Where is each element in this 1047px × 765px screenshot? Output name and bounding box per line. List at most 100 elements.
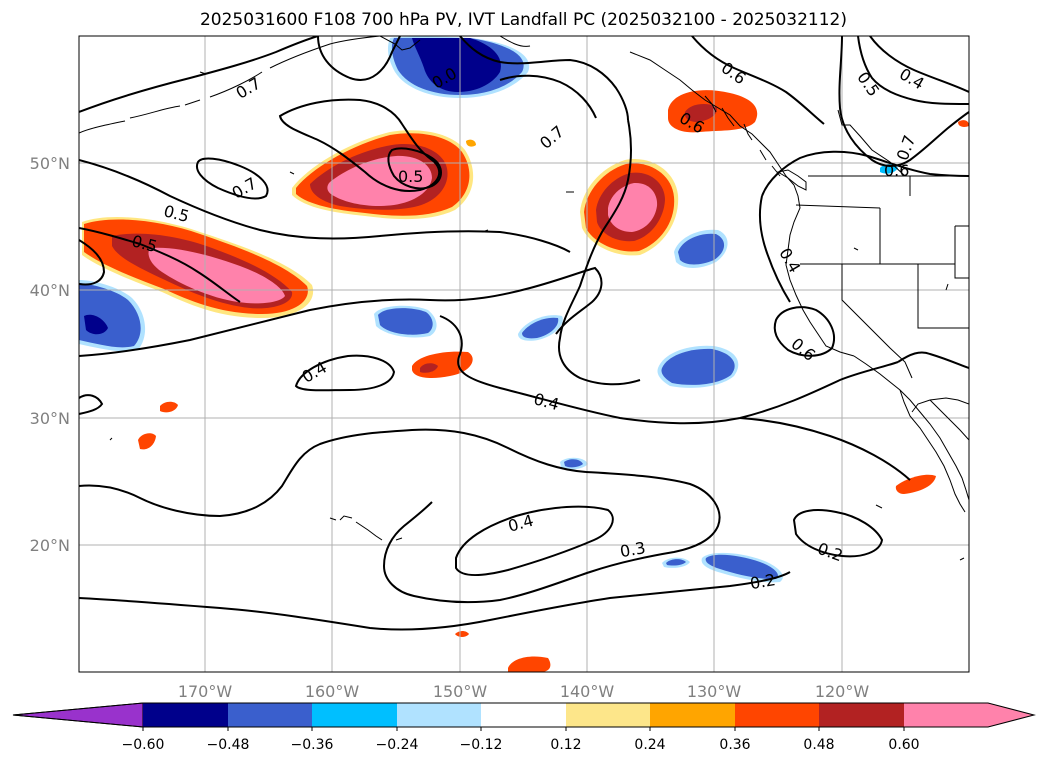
shaded-anomaly-layer <box>79 36 969 672</box>
colorbar-tick-label: 0.24 <box>634 737 665 753</box>
colorbar-segment <box>312 703 397 727</box>
contour-0.4-east <box>897 351 969 369</box>
contour-0.5-ne <box>857 36 969 105</box>
contour-west-loop <box>79 239 106 286</box>
lat-label: 30°N <box>30 409 70 428</box>
baja-coast <box>899 389 969 513</box>
contour-0.5-central <box>387 147 442 190</box>
positive-anomaly-patch <box>138 433 156 450</box>
nevada-border <box>841 264 913 379</box>
vancouver-island <box>776 169 807 191</box>
contour-0.7-loop <box>196 157 269 200</box>
colorbar-segment <box>228 703 312 727</box>
negative-anomaly-patch <box>678 233 725 265</box>
colorbar-tick-label: −0.48 <box>207 737 250 753</box>
contour-0.4-south <box>79 428 587 518</box>
negative-anomaly-patch <box>666 559 686 566</box>
contour-0.7-mid <box>499 74 597 119</box>
positive-anomaly-patch <box>958 120 969 127</box>
positive-anomaly-patch <box>608 182 658 232</box>
contour-0.3-east <box>739 417 911 481</box>
colorbar-tick-labels: −0.60 −0.48 −0.36 −0.24 −0.12 0.12 0.24 … <box>122 737 920 753</box>
alaska-peninsula-coast <box>379 36 531 51</box>
negative-anomaly-patch <box>378 308 433 335</box>
province-border <box>800 109 969 329</box>
coastline-layer <box>79 36 969 561</box>
colorbar-ticks <box>142 727 905 731</box>
negative-anomaly-patch <box>522 317 559 339</box>
contour-label: 0.2 <box>749 570 777 593</box>
positive-anomaly-patch <box>466 139 476 147</box>
colorbar-tick-label: −0.60 <box>122 737 165 753</box>
negative-anomaly-patch <box>84 314 108 335</box>
sea-of-cortez <box>929 399 969 441</box>
alaska-coast <box>79 36 381 134</box>
contour-label: 0.6 <box>884 161 909 180</box>
map-background <box>79 36 969 672</box>
colorbar-extend-min <box>12 702 144 728</box>
positive-anomaly-patch <box>148 247 285 304</box>
contour-0.7-northwest <box>79 36 319 113</box>
contour-0.6-top-right <box>691 36 825 125</box>
graticule <box>79 36 969 672</box>
lon-label: 170°W <box>178 682 233 701</box>
pv-contour-layer <box>79 36 969 631</box>
lon-label: 140°W <box>560 682 615 701</box>
contour-0.4-top-right <box>869 36 969 93</box>
lat-label: 50°N <box>30 154 70 173</box>
lat-label: 40°N <box>30 281 70 300</box>
contour-nw-small <box>79 394 104 415</box>
negative-anomaly-patch <box>705 554 779 580</box>
colorbar-segment <box>397 703 481 727</box>
latitude-labels: 50°N 40°N 30°N 20°N <box>30 154 70 555</box>
colorbar-tick-label: −0.36 <box>291 737 334 753</box>
colorbar-segment <box>650 703 735 727</box>
positive-anomaly-patch <box>420 363 438 373</box>
colorbar-tick-label: −0.24 <box>376 737 419 753</box>
colorbar-segment <box>566 703 650 727</box>
contour-0.4-loop <box>294 354 396 392</box>
colorbar-tick-label: −0.12 <box>460 737 503 753</box>
positive-anomaly-patch <box>327 155 432 206</box>
lat-label: 20°N <box>30 536 70 555</box>
colorbar-segment <box>735 703 819 727</box>
contour-0.4-mid <box>439 315 899 425</box>
contour-label: 0.5 <box>398 167 423 186</box>
positive-anomaly-patch <box>684 104 718 122</box>
contour-0.5-west <box>79 159 571 253</box>
positive-anomaly-patch <box>508 656 551 672</box>
contour-coast-loop <box>773 306 835 357</box>
lon-label: 150°W <box>433 682 488 701</box>
colorbar-segment <box>143 703 228 727</box>
colorbar-tick-label: 0.12 <box>550 737 581 753</box>
positive-anomaly-patch <box>160 401 178 413</box>
colorbar-segment <box>819 703 904 727</box>
longitude-labels: 170°W 160°W 150°W 140°W 130°W 120°W <box>178 682 870 701</box>
contour-0.6-top <box>459 36 629 121</box>
contour-0.2-south <box>79 571 791 631</box>
west-coast-south <box>853 355 969 501</box>
bc-islands <box>704 95 781 177</box>
colorbar-segment <box>481 703 566 727</box>
lon-label: 130°W <box>687 682 742 701</box>
contour-0.3-south <box>382 471 721 604</box>
contour-label: 0.3 <box>619 538 647 561</box>
map-frame <box>78 35 970 673</box>
colorbar-tick-label: 0.48 <box>803 737 834 753</box>
contour-0.4-west <box>79 266 603 357</box>
contour-0.6-central <box>278 98 441 192</box>
colorbar-tick-label: 0.36 <box>719 737 750 753</box>
contour-0.7-ne <box>838 36 969 167</box>
lon-label: 160°W <box>305 682 360 701</box>
contour-0.5-west2 <box>79 227 241 303</box>
negative-anomaly-patch <box>412 38 501 92</box>
colorbar: −0.60 −0.48 −0.36 −0.24 −0.12 0.12 0.24 … <box>12 702 1036 753</box>
contour-0.6-east2 <box>758 195 791 303</box>
west-coast-north <box>785 184 855 357</box>
contour-0.7-north-central <box>317 36 401 81</box>
negative-anomaly-patch <box>564 459 583 468</box>
colorbar-tick-label: 0.60 <box>888 737 919 753</box>
positive-anomaly-patch <box>455 631 469 637</box>
colorbar-extend-max <box>904 703 1034 727</box>
